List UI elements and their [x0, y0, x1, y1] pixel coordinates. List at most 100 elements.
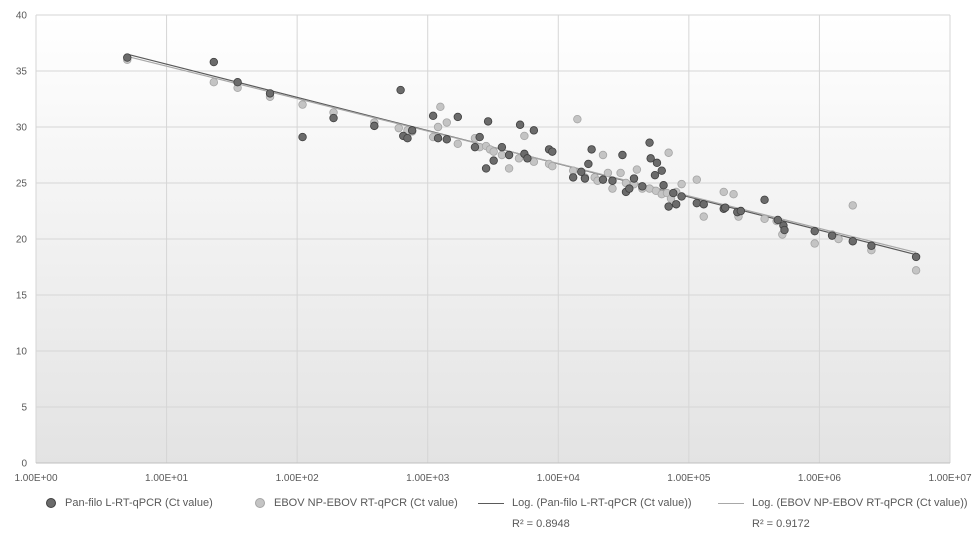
legend-label-ebov-np: EBOV NP-EBOV RT-qPCR (Ct value) [274, 497, 458, 509]
data-point-pan-filo [403, 133, 412, 143]
data-point-pan-filo [646, 154, 655, 163]
data-point-ebov-np [442, 118, 451, 127]
data-point-pan-filo [598, 175, 608, 184]
x-tick-label: 1.00E+00 [14, 473, 58, 484]
x-tick-label: 1.00E+05 [667, 473, 711, 484]
data-point-ebov-np [514, 154, 524, 163]
data-point-pan-filo [470, 142, 480, 152]
data-point-pan-filo [699, 200, 708, 209]
data-point-ebov-np [209, 77, 219, 87]
legend-item-log-ebov-np: Log. (EBOV NP-EBOV RT-qPCR (Ct value)) [718, 497, 968, 509]
data-point-pan-filo [638, 182, 647, 191]
data-point-ebov-np [719, 187, 728, 197]
data-point-pan-filo [584, 159, 593, 169]
data-point-pan-filo [233, 77, 242, 87]
data-point-pan-filo [489, 156, 498, 165]
data-point-pan-filo [577, 167, 586, 176]
y-tick-label: 20 [16, 235, 28, 246]
data-point-pan-filo [692, 198, 701, 208]
data-point-ebov-np [677, 179, 686, 189]
data-point-ebov-np [548, 161, 557, 171]
data-point-pan-filo [911, 252, 921, 262]
data-point-pan-filo [736, 206, 746, 216]
data-point-pan-filo [645, 138, 654, 147]
data-point-pan-filo [608, 176, 617, 185]
data-point-pan-filo [657, 166, 666, 175]
data-point-ebov-np [848, 201, 857, 210]
data-point-ebov-np [911, 266, 921, 275]
x-tick-label: 1.00E+04 [537, 473, 581, 484]
data-point-ebov-np [834, 234, 843, 244]
data-point-pan-filo [329, 113, 338, 123]
data-point-pan-filo [629, 174, 639, 183]
dark-trendline-icon [478, 502, 504, 504]
data-point-ebov-np [632, 165, 642, 174]
legend-label-log-ebov-np: Log. (EBOV NP-EBOV RT-qPCR (Ct value)) [752, 497, 968, 509]
data-point-pan-filo [867, 241, 876, 250]
legend-label-pan-filo: Pan-filo L-RT-qPCR (Ct value) [65, 497, 213, 509]
data-point-pan-filo [407, 126, 417, 135]
data-point-pan-filo [497, 142, 507, 152]
data-point-pan-filo [587, 145, 596, 154]
data-point-pan-filo [523, 154, 532, 163]
data-point-pan-filo [669, 188, 678, 198]
data-point-pan-filo [568, 173, 578, 182]
data-point-pan-filo [123, 53, 132, 62]
data-point-ebov-np [489, 147, 498, 156]
data-point-pan-filo [625, 184, 634, 193]
legend-item-ebov-np: EBOV NP-EBOV RT-qPCR (Ct value) [255, 497, 458, 509]
data-point-pan-filo [433, 133, 443, 143]
data-point-pan-filo [483, 117, 493, 126]
data-point-pan-filo [773, 215, 783, 225]
light-circle-marker-icon [255, 498, 265, 508]
data-point-ebov-np [598, 150, 608, 160]
x-tick-label: 1.00E+06 [798, 473, 842, 484]
data-point-ebov-np [394, 123, 403, 133]
data-point-ebov-np [664, 148, 673, 157]
data-point-ebov-np [453, 139, 463, 148]
data-point-ebov-np [497, 150, 507, 160]
y-tick-label: 25 [16, 179, 28, 190]
y-tick-label: 0 [21, 459, 27, 470]
data-point-pan-filo [659, 181, 668, 190]
data-point-pan-filo [453, 112, 463, 122]
data-point-pan-filo [721, 203, 730, 212]
data-point-pan-filo [810, 226, 819, 236]
x-tick-label: 1.00E+07 [928, 473, 972, 484]
data-point-ebov-np [616, 168, 625, 178]
data-point-pan-filo [618, 150, 627, 160]
data-point-pan-filo [442, 135, 451, 144]
x-axis-ticks: 1.00E+00 1.00E+01 1.00E+02 1.00E+03 1.00E+04… [14, 473, 972, 484]
y-axis-ticks: 0 5 10 15 20 25 30 35 40 [16, 11, 28, 470]
data-point-ebov-np [573, 114, 582, 124]
data-point-ebov-np [433, 122, 443, 132]
y-tick-label: 30 [16, 123, 28, 134]
data-point-ebov-np [692, 175, 701, 184]
data-point-ebov-np [699, 212, 708, 221]
y-tick-label: 35 [16, 67, 28, 78]
data-point-ebov-np [504, 164, 514, 173]
legend-label-log-pan-filo: Log. (Pan-filo L-RT-qPCR (Ct value)) [512, 497, 692, 509]
legend: Pan-filo L-RT-qPCR (Ct value) EBOV NP-EB… [0, 497, 974, 537]
data-point-pan-filo [650, 170, 660, 180]
data-point-pan-filo [209, 57, 219, 67]
data-point-pan-filo [780, 225, 789, 235]
data-point-pan-filo [370, 121, 379, 131]
data-point-pan-filo [827, 231, 837, 240]
x-tick-label: 1.00E+03 [406, 473, 450, 484]
data-point-pan-filo [529, 126, 539, 135]
data-point-ebov-np [520, 131, 529, 141]
data-point-pan-filo [580, 174, 590, 183]
data-point-pan-filo [475, 132, 484, 142]
legend-item-log-pan-filo: Log. (Pan-filo L-RT-qPCR (Ct value)) [478, 497, 692, 509]
data-point-ebov-np [298, 100, 307, 109]
light-trendline-icon [718, 502, 744, 504]
r-squared-ebov-np: R² = 0.9172 [752, 518, 810, 530]
data-point-ebov-np [760, 214, 769, 224]
dark-circle-marker-icon [46, 498, 56, 508]
data-points [123, 53, 921, 275]
data-point-pan-filo [265, 89, 275, 98]
data-point-pan-filo [664, 202, 673, 211]
legend-item-pan-filo: Pan-filo L-RT-qPCR (Ct value) [46, 497, 213, 509]
